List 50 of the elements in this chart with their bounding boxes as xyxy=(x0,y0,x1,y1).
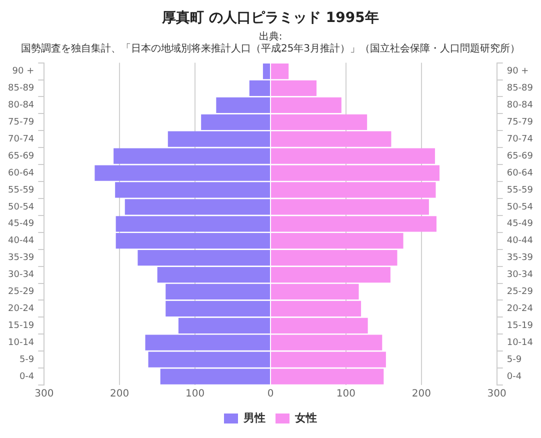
y-tick-label: 80-84 xyxy=(8,100,34,111)
x-tick-label: 300 xyxy=(34,388,54,400)
category-label: 20-24 xyxy=(506,304,534,314)
x-tick-label: 200 xyxy=(412,388,431,400)
source-note: 出典: xyxy=(258,30,282,42)
category-label: 50-54 xyxy=(506,202,534,212)
y-tick-label: 85-89 xyxy=(8,84,34,94)
y-tick-label: 55-59 xyxy=(8,185,34,196)
category-label: 75-79 xyxy=(506,117,534,128)
category-label: 40-44 xyxy=(506,236,534,246)
y-tick-label: 75-79 xyxy=(8,117,34,128)
chart-title: 厚真町 の人口ピラミッド 1995年 xyxy=(161,10,379,26)
category-label: 35-39 xyxy=(506,253,534,264)
y-tick-label: 70-74 xyxy=(8,134,34,144)
x-tick-label: 100 xyxy=(336,388,356,400)
y-tick-label: 5-9 xyxy=(19,354,34,365)
category-label: 0-4 xyxy=(506,372,522,382)
y-tick-label: 40-44 xyxy=(8,236,34,246)
x-tick-label: 0 xyxy=(267,388,274,400)
category-label: 60-64 xyxy=(506,168,534,178)
category-label: 25-29 xyxy=(506,287,534,298)
y-tick-label: 65-69 xyxy=(8,151,34,162)
y-tick-label: 20-24 xyxy=(8,304,34,314)
y-tick-label: 60-64 xyxy=(8,168,34,178)
category-label: 10-14 xyxy=(506,338,534,348)
category-label: 90 + xyxy=(506,66,529,77)
y-tick-label: 50-54 xyxy=(8,202,34,212)
y-tick-label: 15-19 xyxy=(8,320,34,331)
category-label: 85-89 xyxy=(506,84,534,94)
legend-label: 男性 xyxy=(242,411,266,424)
category-label: 80-84 xyxy=(506,100,534,111)
y-tick-label: 25-29 xyxy=(8,287,34,298)
y-tick-label: 45-49 xyxy=(8,219,34,230)
x-tick-label: 100 xyxy=(186,388,205,400)
x-tick-label: 200 xyxy=(110,388,130,400)
category-label: 30-34 xyxy=(506,270,534,280)
y-tick-label: 30-34 xyxy=(8,270,34,280)
category-label: 5-9 xyxy=(506,354,522,365)
y-tick-label: 0-4 xyxy=(19,372,34,382)
legend-label: 女性 xyxy=(294,411,317,424)
category-label: 15-19 xyxy=(506,320,534,331)
category-label: 70-74 xyxy=(506,134,534,144)
x-tick-label: 300 xyxy=(487,388,506,400)
category-label: 65-69 xyxy=(506,151,534,162)
category-label: 45-49 xyxy=(506,219,534,230)
category-label: 55-59 xyxy=(506,185,534,196)
y-tick-label: 10-14 xyxy=(8,338,34,348)
y-tick-label: 90 + xyxy=(12,66,34,77)
y-tick-label: 35-39 xyxy=(8,253,34,264)
text: 国勢調査を独自集計、「日本の地域別将来推計人口（平成25年3月推計）」（国立社会保障・人口問題研究所） xyxy=(20,42,520,54)
